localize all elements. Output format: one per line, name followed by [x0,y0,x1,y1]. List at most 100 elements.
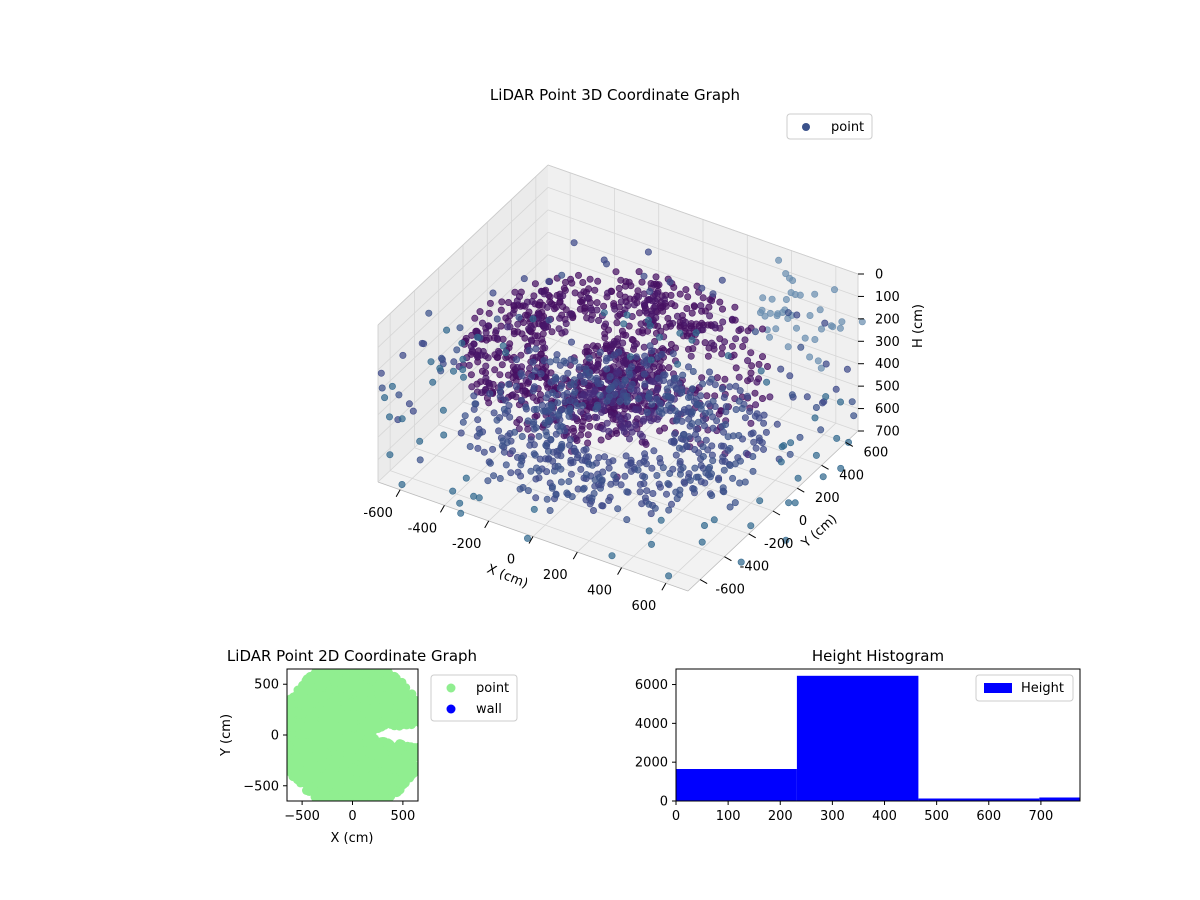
point-3d [721,375,729,383]
point-3d [561,278,569,286]
point-3d [670,437,678,445]
point-3d [586,275,594,283]
point-3d [579,278,587,286]
point-3d [522,403,530,411]
point-3d [676,329,684,337]
point-3d [657,516,665,524]
point-3d [796,433,804,441]
point-3d [762,428,770,436]
point-3d [594,277,602,285]
point-3d [496,371,504,379]
point-3d [821,319,829,327]
point-3d [480,448,488,456]
point-3d [624,396,632,404]
point-3d [660,295,668,303]
point-3d [759,445,767,453]
point-3d [512,356,520,364]
point-3d [489,445,497,453]
y-tick-mark [821,464,829,470]
point-3d [416,437,424,445]
point-3d [622,452,630,460]
point-3d [554,462,562,470]
point-3d [525,346,533,354]
point-3d [684,393,692,401]
point-3d [490,472,498,480]
point-3d [638,278,646,286]
point-2d [374,688,384,698]
chart-2d-legend: point wall [430,674,518,722]
point-3d [735,397,743,405]
point-2d [366,791,376,801]
point-3d [489,289,497,297]
x-tick-label: 400 [587,584,612,599]
point-3d [732,382,740,390]
point-3d [724,352,732,360]
point-3d [573,402,581,410]
point-3d [457,509,465,517]
point-3d [556,297,564,305]
z-tick-label: 300 [875,335,900,350]
point-3d [470,492,478,500]
point-2d [317,755,327,765]
point-3d [819,473,827,481]
chart-2d-scatter: LiDAR Point 2D Coordinate Graph −500 0 500… [219,647,518,846]
point-3d [543,468,551,476]
point-3d [630,342,638,350]
point-2d [402,720,412,730]
point-3d [409,407,417,415]
chart-3d-title: LiDAR Point 3D Coordinate Graph [490,86,740,104]
point-3d [666,278,674,286]
point-2d [346,677,356,687]
point-3d [615,369,623,377]
x-tick-label: −500 [284,809,320,824]
point-3d [705,303,713,311]
point-2d [313,689,323,699]
point-3d [763,378,771,386]
point-3d [646,342,654,350]
point-3d [709,424,717,432]
point-3d [624,302,632,310]
point-3d [665,364,673,372]
point-3d [691,464,699,472]
point-3d [787,439,795,447]
x-tick-mark [395,489,401,498]
point-2d [389,787,398,797]
chart-3d-points [377,239,866,580]
point-2d [303,706,313,716]
point-3d [567,470,575,478]
point-3d [747,430,755,438]
x-tick-mark [572,551,578,560]
point-3d [577,465,585,473]
z-tick-label: 200 [875,312,900,327]
point-2d [303,729,312,739]
point-2d [351,669,361,675]
point-3d [470,340,478,348]
point-3d [691,430,699,438]
point-3d [634,287,642,295]
point-2d [380,669,390,677]
point-3d [621,472,629,480]
point-3d [603,365,611,373]
point-3d [816,306,824,314]
x-tick-label: 0 [348,809,356,824]
point-3d [598,408,606,416]
point-3d [780,442,788,450]
point-3d [568,493,576,501]
point-2d [351,791,361,801]
histogram-bar [918,798,1040,801]
point-3d [605,393,613,401]
grid-line [621,407,792,568]
point-3d [726,444,734,452]
point-3d [662,302,670,310]
point-3d [629,336,637,344]
point-3d [753,378,761,386]
point-3d [669,465,677,473]
point-3d [602,320,610,328]
point-3d [688,385,696,393]
point-3d [678,388,686,396]
point-3d [610,471,618,479]
point-3d [619,331,627,339]
point-3d [459,365,467,373]
point-2d [297,691,307,701]
grid-line [377,231,549,393]
